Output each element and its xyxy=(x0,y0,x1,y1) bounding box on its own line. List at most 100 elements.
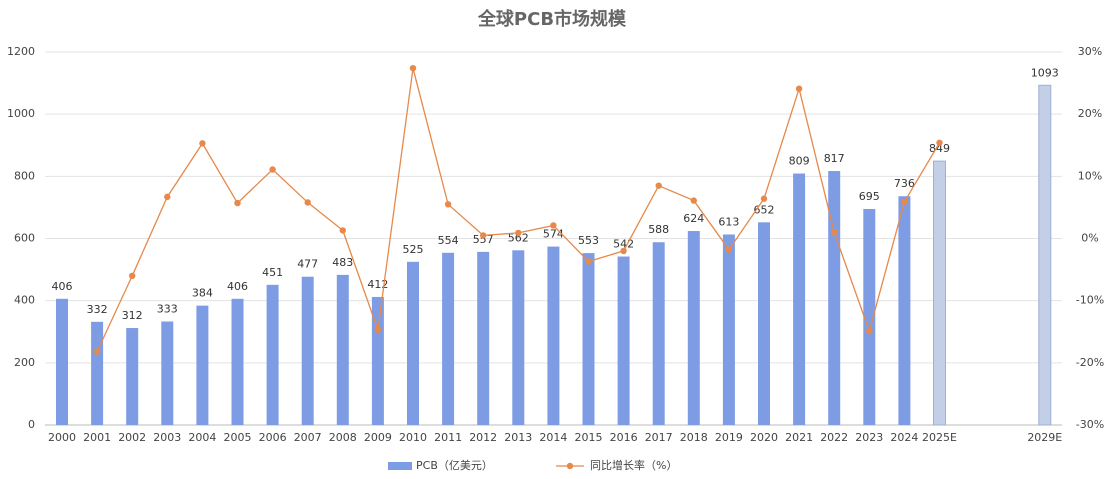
bar xyxy=(898,196,911,425)
value-label: 809 xyxy=(789,155,810,168)
bar xyxy=(126,328,139,425)
value-label: 562 xyxy=(508,231,529,244)
growth-point xyxy=(831,229,838,236)
bar xyxy=(863,208,876,425)
y-tick-label: 0 xyxy=(28,418,35,431)
y2-tick-label: 20% xyxy=(1078,107,1102,120)
x-tick-label: 2000 xyxy=(48,431,76,444)
y-tick-label: 600 xyxy=(14,232,35,245)
growth-point xyxy=(480,232,487,239)
y-tick-label: 1200 xyxy=(7,45,35,58)
x-tick-label: 2015 xyxy=(575,431,603,444)
x-tick-label: 2024 xyxy=(890,431,918,444)
value-label: 477 xyxy=(297,258,318,271)
bar xyxy=(91,321,104,425)
x-tick-label: 2010 xyxy=(399,431,427,444)
bar xyxy=(547,246,560,425)
bar xyxy=(617,256,630,425)
growth-point xyxy=(760,195,768,202)
value-label: 384 xyxy=(192,287,213,300)
value-label: 483 xyxy=(332,256,353,269)
bar xyxy=(231,298,244,425)
y2-tick-label: -30% xyxy=(1076,418,1104,431)
x-tick-label: 2014 xyxy=(539,431,567,444)
bar xyxy=(407,261,419,425)
growth-point xyxy=(620,247,627,255)
growth-point xyxy=(93,348,101,355)
x-tick-label: 2013 xyxy=(504,431,532,444)
value-label: 817 xyxy=(824,152,845,165)
growth-point xyxy=(339,227,346,234)
growth-point xyxy=(936,139,943,146)
value-label: 557 xyxy=(473,233,494,246)
bar xyxy=(161,321,174,425)
bar xyxy=(512,250,525,425)
growth-point xyxy=(129,272,136,279)
x-tick-label: 2003 xyxy=(153,431,181,444)
value-label: 695 xyxy=(859,190,880,203)
y-tick-label: 400 xyxy=(14,294,35,307)
x-tick-label: 2006 xyxy=(259,431,287,444)
legend-swatch xyxy=(388,462,412,470)
value-label: 406 xyxy=(227,280,248,293)
growth-point xyxy=(269,166,276,173)
growth-point xyxy=(515,229,522,237)
value-label: 553 xyxy=(578,234,599,247)
y-tick-label: 800 xyxy=(14,169,35,182)
x-tick-label: 2016 xyxy=(610,431,638,444)
x-tick-label: 2005 xyxy=(224,431,252,444)
legend-label: PCB（亿美元） xyxy=(416,459,493,472)
value-label: 525 xyxy=(403,243,424,256)
growth-point xyxy=(409,64,417,72)
bar xyxy=(301,276,314,425)
x-tick-label: 2004 xyxy=(188,431,216,444)
y2-tick-label: 0% xyxy=(1081,232,1098,245)
y2-tick-label: 10% xyxy=(1078,169,1102,182)
y-tick-label: 200 xyxy=(14,356,35,369)
growth-point xyxy=(234,199,241,207)
bar xyxy=(582,253,595,425)
x-tick-label: 2002 xyxy=(118,431,146,444)
x-tick-label: 2008 xyxy=(329,431,357,444)
bar xyxy=(933,160,946,426)
growth-point xyxy=(725,246,733,253)
growth-point xyxy=(444,201,452,208)
bar xyxy=(758,222,770,425)
x-tick-label: 2025E xyxy=(922,431,957,444)
x-tick-label: 2017 xyxy=(645,431,673,444)
value-label: 624 xyxy=(683,212,704,225)
y2-tick-label: 30% xyxy=(1078,45,1102,58)
x-tick-label: 2007 xyxy=(294,431,322,444)
value-label: 332 xyxy=(87,303,108,316)
bar xyxy=(652,242,665,425)
value-label: 312 xyxy=(122,309,143,322)
bar xyxy=(266,284,279,425)
value-label: 588 xyxy=(648,223,669,236)
bar xyxy=(56,298,68,425)
x-tick-label: 2019 xyxy=(715,431,743,444)
growth-point xyxy=(199,140,206,147)
x-tick-label: 2001 xyxy=(83,431,111,444)
x-tick-label: 2029E xyxy=(1027,431,1062,444)
growth-point xyxy=(795,85,803,92)
value-label: 554 xyxy=(438,234,459,247)
bar xyxy=(1038,84,1052,426)
growth-point xyxy=(901,198,908,206)
growth-point xyxy=(655,182,662,189)
bar xyxy=(828,171,841,425)
x-tick-label: 2022 xyxy=(820,431,848,444)
bar xyxy=(477,251,490,425)
bar xyxy=(687,231,700,425)
x-tick-label: 2009 xyxy=(364,431,392,444)
growth-point xyxy=(585,258,592,265)
bar xyxy=(722,234,735,425)
legend-label: 同比增长率（%） xyxy=(590,458,677,472)
legend-marker xyxy=(566,462,574,470)
value-label: 333 xyxy=(157,302,178,315)
x-tick-label: 2011 xyxy=(434,431,462,444)
bar xyxy=(442,252,455,425)
x-tick-label: 2021 xyxy=(785,431,813,444)
bar xyxy=(196,305,209,425)
growth-point xyxy=(164,193,171,201)
chart-title: 全球PCB市场规模 xyxy=(477,8,627,30)
